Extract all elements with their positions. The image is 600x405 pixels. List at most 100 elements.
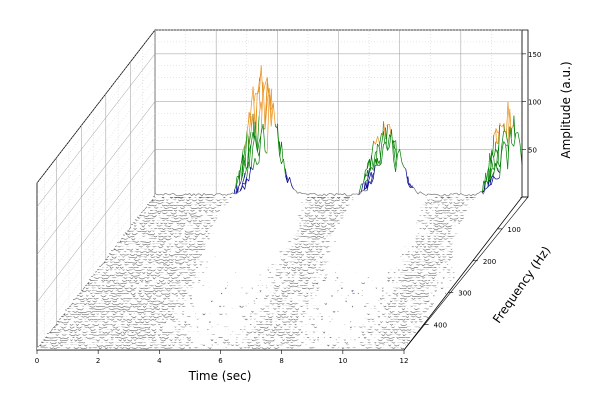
trace-segment: [313, 326, 317, 329]
trace-segment: [116, 336, 119, 339]
trace-segment: [146, 321, 149, 324]
trace-segment: [387, 321, 390, 324]
trace-segment: [118, 345, 121, 347]
trace-segment: [397, 336, 400, 339]
trace-segment: [246, 341, 250, 344]
trace-segment: [83, 331, 86, 334]
trace-fill: [47, 330, 414, 337]
trace-segment: [124, 319, 127, 321]
trace-segment: [128, 319, 131, 321]
trace-segment: [79, 326, 82, 329]
trace-segment: [179, 334, 182, 336]
trace-segment: [91, 334, 95, 336]
trace-segment: [267, 347, 270, 350]
trace-segment: [77, 321, 80, 323]
trace-segment: [55, 344, 58, 347]
trace-segment: [101, 318, 104, 320]
trace-segment: [163, 339, 166, 342]
trace-segment: [179, 303, 182, 305]
trace-segment: [118, 336, 121, 339]
grid-line: [36, 113, 156, 267]
trace-segment: [419, 318, 423, 321]
trace-segment: [281, 331, 284, 334]
trace-segment: [42, 339, 46, 341]
trace-segment: [121, 285, 124, 287]
trace-segment: [122, 334, 125, 337]
trace-segment: [415, 308, 418, 310]
trace-segment: [126, 326, 129, 328]
trace-segment: [138, 331, 142, 334]
trace-segment: [252, 339, 256, 342]
trace-segment: [181, 348, 184, 350]
trace-segment: [132, 334, 135, 336]
trace-segment: [152, 334, 156, 337]
trace-segment: [132, 316, 135, 319]
trace-segment: [113, 316, 117, 318]
trace-segment: [295, 334, 298, 336]
trace-segment: [75, 339, 78, 342]
trace-segment: [170, 319, 174, 321]
grid-line: [36, 172, 156, 327]
trace-segment: [136, 326, 139, 329]
trace-fill: [49, 327, 416, 335]
grid-line: [36, 184, 156, 339]
trace-segment: [77, 327, 80, 329]
trace-segment: [60, 321, 64, 324]
trace-segment: [289, 339, 292, 341]
trace-segment: [126, 347, 129, 350]
trace-segment: [405, 329, 408, 331]
trace-segment: [163, 337, 166, 339]
trace-segment: [116, 334, 119, 336]
trace-segment: [146, 347, 150, 350]
trace-segment: [271, 331, 274, 333]
trace-segment: [407, 331, 410, 333]
trace-segment: [277, 334, 280, 336]
trace-segment: [109, 323, 113, 326]
trace-segment: [152, 318, 155, 321]
trace-segment: [383, 331, 386, 334]
trace-segment: [119, 290, 122, 293]
trace-segment: [311, 324, 315, 326]
trace-segment: [122, 337, 125, 339]
trace-segment: [187, 315, 190, 318]
trace-segment: [150, 344, 154, 347]
trace-segment: [109, 318, 113, 321]
trace-segment: [113, 298, 116, 301]
trace-segment: [297, 334, 300, 336]
trace-segment: [265, 341, 268, 344]
trace-segment: [344, 341, 347, 344]
trace-segment: [148, 334, 152, 336]
trace-segment: [60, 316, 64, 318]
trace-segment: [268, 323, 272, 326]
trace-segment: [78, 292, 82, 295]
trace-segment: [55, 336, 58, 339]
trace-segment: [391, 326, 394, 328]
trace-segment: [257, 345, 260, 347]
trace-segment: [105, 334, 109, 336]
trace-segment: [265, 347, 268, 350]
trace-segment: [134, 347, 138, 350]
trace-segment: [53, 339, 56, 342]
trace-segment: [91, 318, 94, 321]
trace-segment: [399, 318, 402, 321]
trace-segment: [179, 344, 182, 346]
trace-segment: [173, 341, 176, 344]
trace-segment: [53, 347, 56, 350]
trace-segment: [269, 334, 272, 336]
trace-segment: [169, 339, 172, 341]
trace-segment: [63, 326, 66, 329]
trace-segment: [383, 336, 386, 339]
trace-segment: [146, 334, 150, 336]
trace-segment: [117, 319, 121, 321]
trace-segment: [146, 280, 149, 282]
trace-segment: [138, 326, 141, 329]
trace-segment: [256, 342, 260, 344]
grid-line: [36, 65, 156, 219]
trace-segment: [244, 318, 247, 321]
trace-segment: [50, 328, 54, 332]
trace-segment: [140, 344, 144, 347]
trace-segment: [58, 328, 62, 331]
grid-line: [36, 89, 156, 243]
trace-segment: [281, 334, 284, 337]
trace-segment: [389, 334, 392, 336]
